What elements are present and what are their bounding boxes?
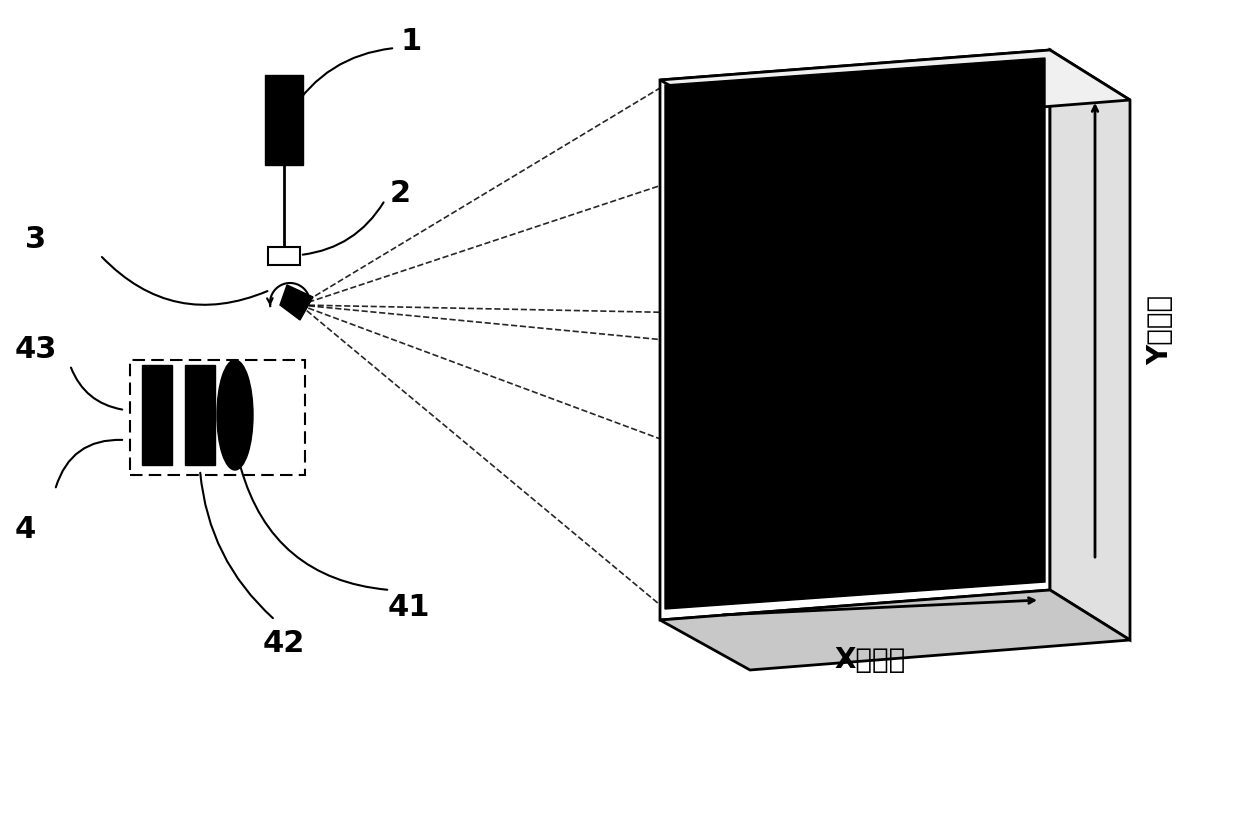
Bar	[265, 75, 303, 165]
Polygon shape	[660, 590, 1130, 670]
Polygon shape	[280, 285, 312, 320]
Bar	[130, 360, 305, 475]
Ellipse shape	[217, 360, 253, 470]
Text: X轴方向: X轴方向	[835, 646, 905, 674]
Text: 43: 43	[15, 336, 57, 365]
Text: 3: 3	[25, 225, 46, 254]
Text: Y轴方向: Y轴方向	[1146, 295, 1174, 365]
Bar	[268, 247, 300, 265]
Polygon shape	[1050, 50, 1130, 640]
Text: 2: 2	[391, 179, 412, 208]
Polygon shape	[660, 50, 1130, 130]
Polygon shape	[660, 50, 1050, 620]
Polygon shape	[665, 58, 1045, 609]
Text: 41: 41	[388, 593, 430, 622]
Text: 1: 1	[401, 27, 422, 57]
Bar	[185, 365, 215, 465]
Bar	[143, 365, 172, 465]
Text: 42: 42	[263, 628, 305, 657]
Text: 4: 4	[15, 515, 36, 544]
